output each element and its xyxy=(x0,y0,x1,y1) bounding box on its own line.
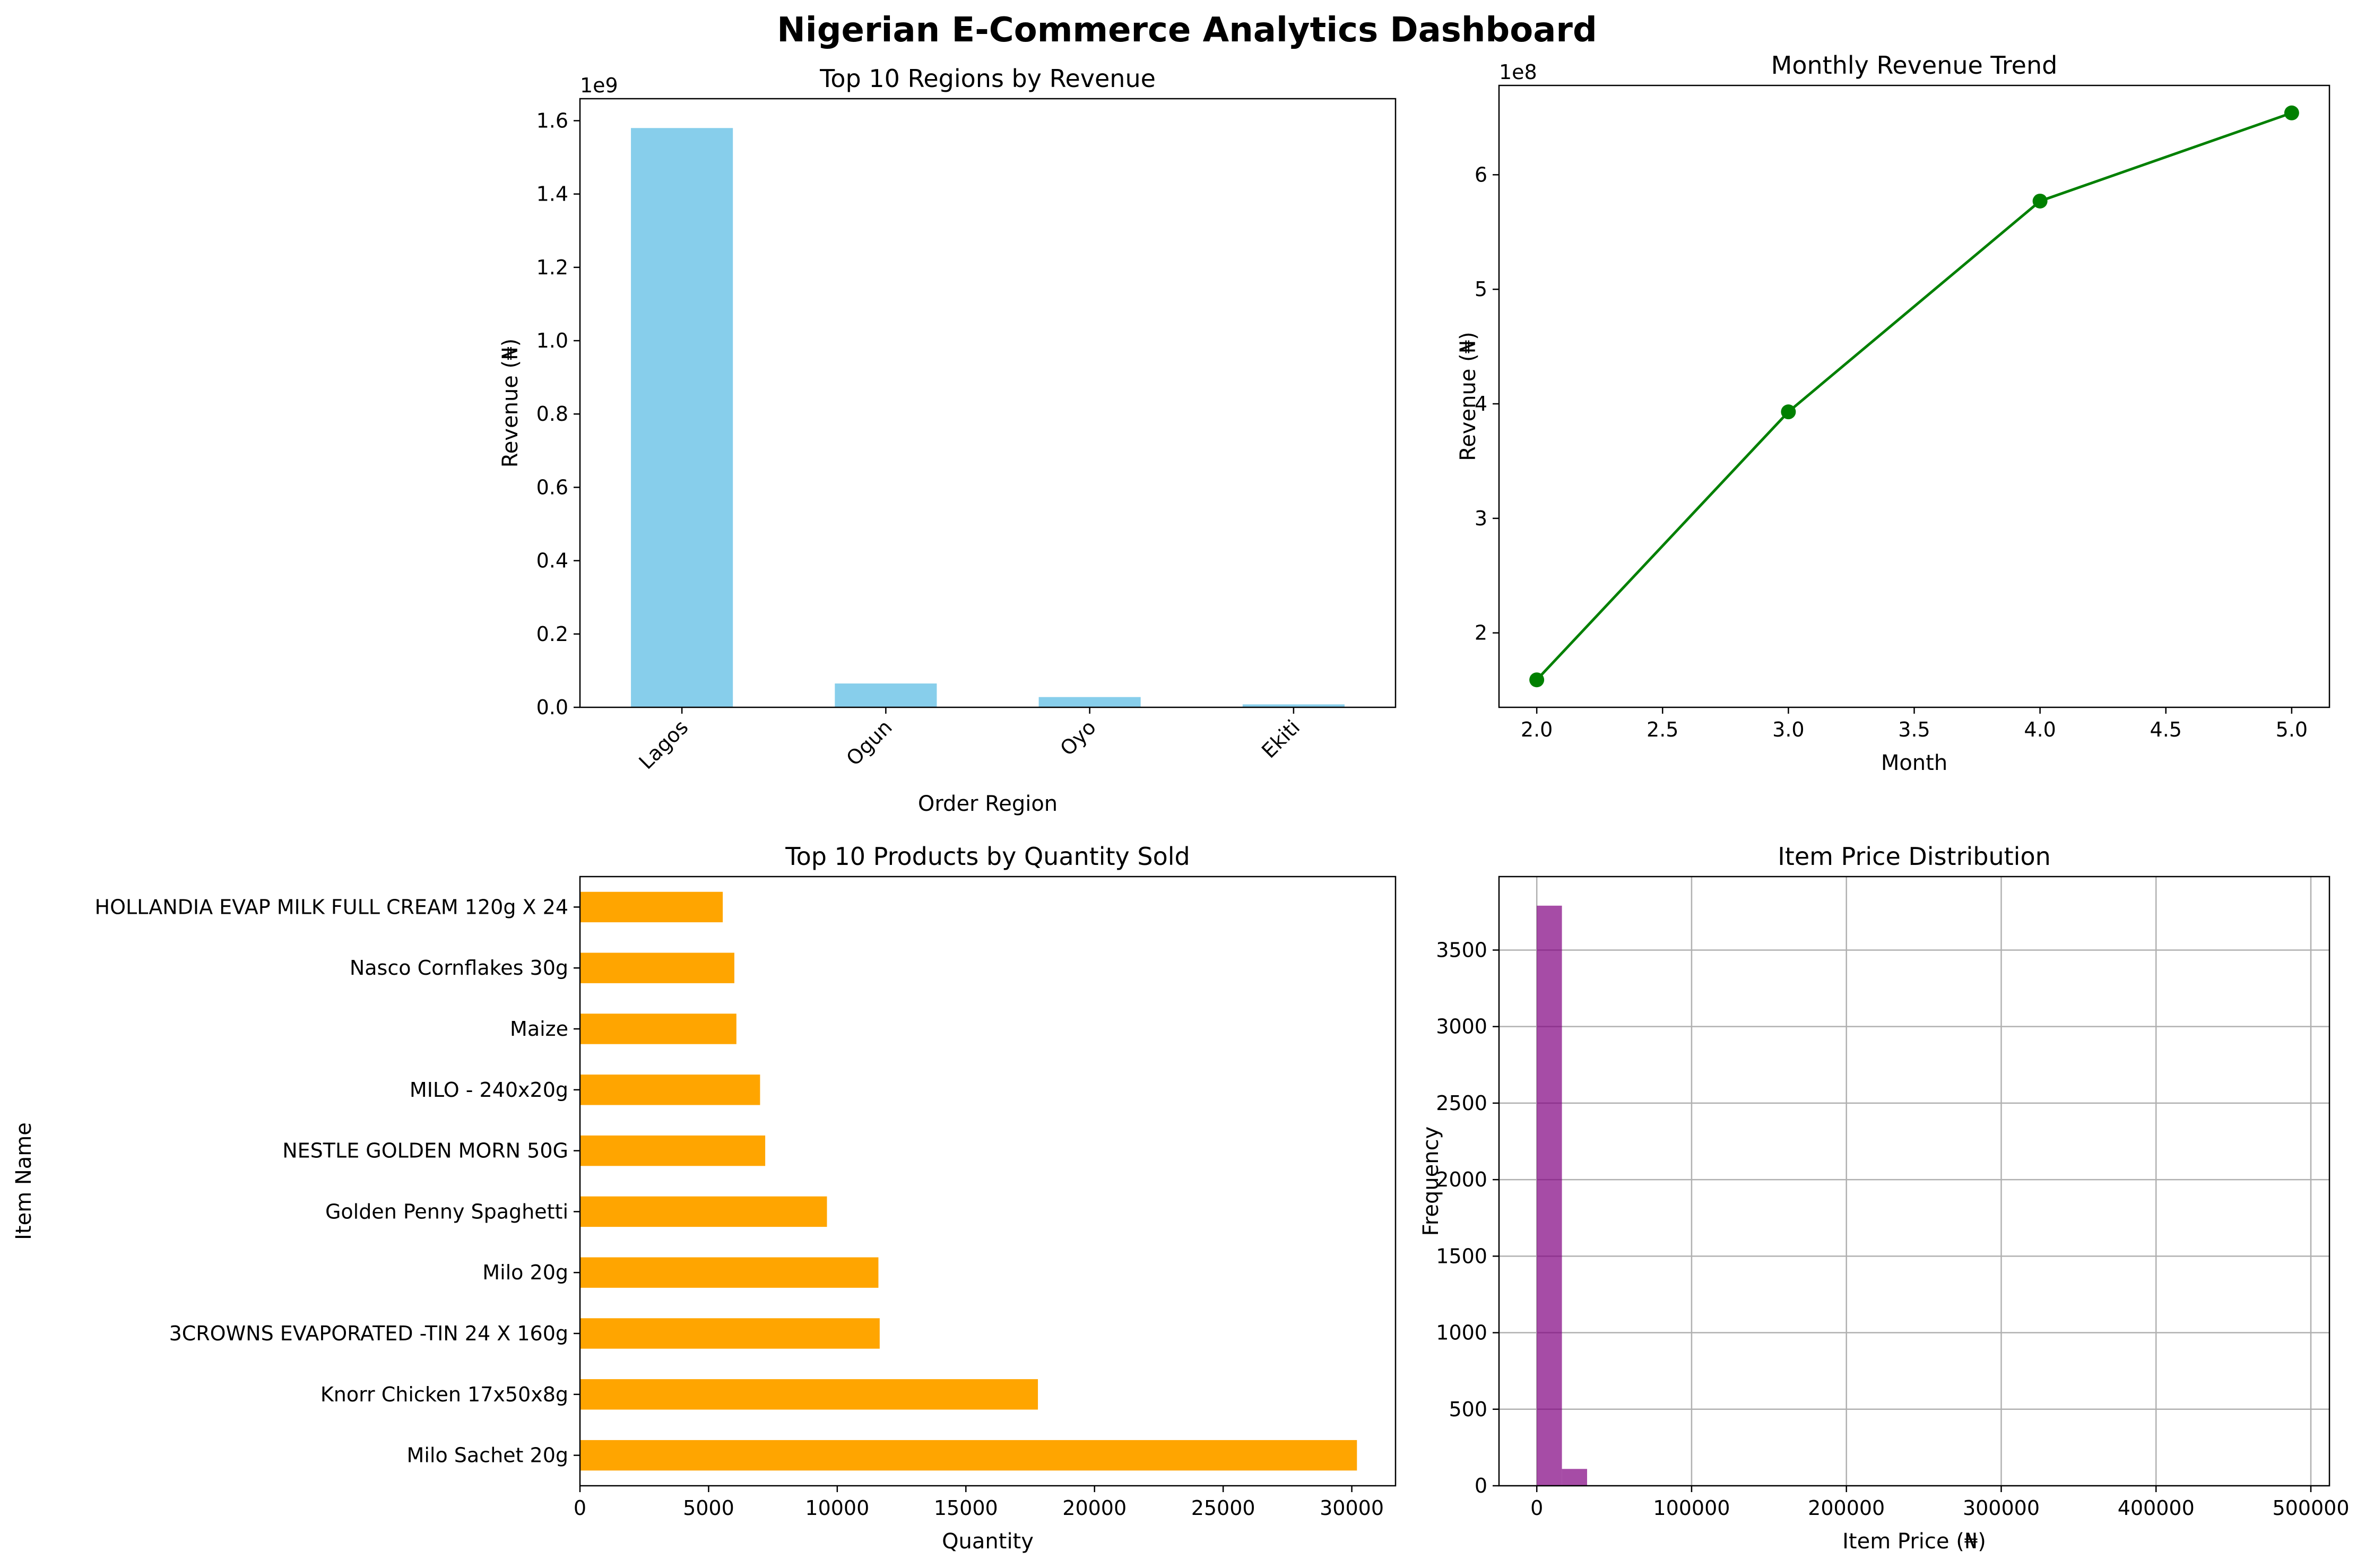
x-tick-label: 2.5 xyxy=(1647,718,1678,741)
x-tick-label: 4.0 xyxy=(2024,718,2056,741)
dashboard-title: Nigerian E-Commerce Analytics Dashboard xyxy=(777,11,1597,50)
x-tick-label: 3.5 xyxy=(1898,718,1930,741)
x-tick-label: 0 xyxy=(1530,1496,1543,1520)
y-tick-label: 3000 xyxy=(1436,1015,1487,1038)
chart-title: Monthly Revenue Trend xyxy=(1771,51,2058,80)
chart-title: Item Price Distribution xyxy=(1778,842,2051,871)
quantity-bar xyxy=(580,1075,760,1105)
x-tick-label: 500000 xyxy=(2272,1496,2349,1520)
y-tick-label: MILO - 240x20g xyxy=(410,1078,568,1102)
y-axis-label: Revenue (₦) xyxy=(498,339,523,468)
revenue-bar xyxy=(835,683,937,707)
y-tick-label: 0.6 xyxy=(536,475,568,499)
y-tick-label: 0.2 xyxy=(536,622,568,646)
y-tick-label: Knorr Chicken 17x50x8g xyxy=(320,1383,568,1406)
y-tick-label: Maize xyxy=(510,1017,568,1041)
y-tick-label: 3CROWNS EVAPORATED -TIN 24 X 160g xyxy=(169,1322,568,1345)
trend-point xyxy=(1529,672,1545,688)
quantity-bar xyxy=(580,1318,880,1349)
y-axis-label: Frequency xyxy=(1419,1127,1443,1236)
x-tick-label: Oyo xyxy=(1055,715,1101,760)
y-tick-label: Nasco Cornflakes 30g xyxy=(350,956,568,980)
x-tick-label: 100000 xyxy=(1653,1496,1730,1520)
x-axis-label: Month xyxy=(1881,751,1947,775)
y-tick-label: 4 xyxy=(1475,392,1487,415)
y-tick-label: Milo 20g xyxy=(482,1261,568,1284)
x-tick-label: 5000 xyxy=(683,1496,734,1520)
y-tick-label: 2 xyxy=(1475,621,1487,645)
revenue-trend-line xyxy=(1536,111,2292,681)
y-tick-label: NESTLE GOLDEN MORN 50G xyxy=(282,1139,568,1163)
x-tick-label: 4.5 xyxy=(2150,718,2182,741)
chart-title: Top 10 Products by Quantity Sold xyxy=(785,842,1190,871)
revenue-bar xyxy=(1038,697,1141,707)
trend-point xyxy=(1781,404,1796,420)
y-tick-label: 0.8 xyxy=(536,402,568,426)
trend-point xyxy=(2032,193,2048,209)
x-axis-label: Item Price (₦) xyxy=(1842,1529,1986,1554)
y-tick-label: 6 xyxy=(1475,163,1487,186)
regions-plot-frame xyxy=(579,98,1397,708)
x-axis-label: Order Region xyxy=(918,792,1058,816)
y-tick-label: 1000 xyxy=(1436,1321,1487,1345)
x-tick-label: 400000 xyxy=(2118,1496,2195,1520)
x-tick-label: 300000 xyxy=(1963,1496,2040,1520)
x-tick-label: 15000 xyxy=(934,1496,998,1520)
y-tick-label: Golden Penny Spaghetti xyxy=(325,1200,568,1223)
y-axis-label: Revenue (₦) xyxy=(1456,332,1480,461)
y-tick-label: 1.6 xyxy=(536,109,568,132)
y-axis-label: Item Name xyxy=(12,1122,36,1240)
x-tick-label: 20000 xyxy=(1062,1496,1127,1520)
y-tick-label: 0.0 xyxy=(536,696,568,719)
y-tick-label: 0 xyxy=(1475,1474,1487,1497)
quantity-bar xyxy=(580,1013,737,1044)
quantity-bar xyxy=(580,891,723,923)
trend-plot-frame xyxy=(1498,84,2330,708)
quantity-bar xyxy=(580,1257,879,1288)
quantity-bar xyxy=(580,1135,766,1166)
y-tick-label: 2500 xyxy=(1436,1091,1487,1115)
x-tick-label: Ogun xyxy=(842,715,896,770)
quantity-bar xyxy=(580,1440,1357,1471)
y-tick-label: 1.0 xyxy=(536,329,568,352)
x-tick-label: 10000 xyxy=(805,1496,869,1520)
x-tick-label: Lagos xyxy=(634,715,692,774)
y-tick-label: 1.4 xyxy=(536,183,568,206)
x-tick-label: Ekiti xyxy=(1257,715,1304,763)
x-tick-label: 3.0 xyxy=(1772,718,1804,741)
quantity-bar xyxy=(580,952,734,983)
trend-point xyxy=(2284,105,2299,120)
x-tick-label: 25000 xyxy=(1191,1496,1255,1520)
histogram-bar xyxy=(1562,1469,1588,1486)
y-tick-label: 0.4 xyxy=(536,549,568,573)
chart-title: Top 10 Regions by Revenue xyxy=(819,64,1156,93)
quantity-bar xyxy=(580,1379,1038,1410)
y-tick-label: Milo Sachet 20g xyxy=(407,1444,568,1467)
products-plot-frame xyxy=(579,876,1397,1487)
y-tick-label: 3500 xyxy=(1436,938,1487,961)
y-tick-label: 3 xyxy=(1475,507,1487,530)
x-tick-label: 5.0 xyxy=(2276,718,2308,741)
x-tick-label: 30000 xyxy=(1320,1496,1384,1520)
revenue-bar xyxy=(1242,704,1345,707)
y-tick-label: 500 xyxy=(1449,1398,1487,1421)
x-axis-label: Quantity xyxy=(942,1529,1034,1554)
quantity-bar xyxy=(580,1196,827,1227)
histogram-bar xyxy=(1537,905,1562,1486)
histogram-plot-frame xyxy=(1498,876,2330,1487)
x-tick-label: 0 xyxy=(574,1496,586,1520)
y-scale-offset: 1e8 xyxy=(1499,60,1537,84)
revenue-bar xyxy=(631,128,733,708)
x-tick-label: 2.0 xyxy=(1521,718,1553,741)
y-tick-label: HOLLANDIA EVAP MILK FULL CREAM 120g X 24 xyxy=(95,895,568,919)
y-tick-label: 5 xyxy=(1475,278,1487,301)
x-tick-label: 200000 xyxy=(1808,1496,1885,1520)
y-tick-label: 1.2 xyxy=(536,256,568,279)
y-tick-label: 2000 xyxy=(1436,1168,1487,1191)
y-scale-offset: 1e9 xyxy=(580,74,618,97)
y-tick-label: 1500 xyxy=(1436,1244,1487,1268)
